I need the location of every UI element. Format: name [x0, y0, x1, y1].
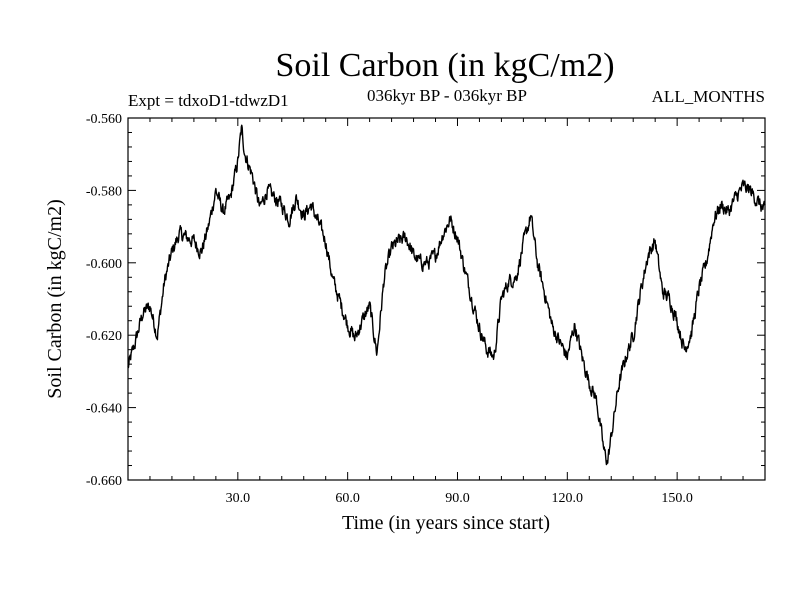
series-line [127, 124, 766, 466]
axis-ticks [128, 118, 765, 480]
x-axis-label: Time (in years since start) [342, 512, 550, 534]
x-tick-label: 30.0 [226, 491, 251, 506]
y-axis-label: Soil Carbon (in kgC/m2) [44, 199, 66, 398]
x-tick-label: 150.0 [661, 491, 693, 506]
period-label: 036kyr BP - 036kyr BP [367, 86, 527, 105]
series-line-group [127, 124, 766, 466]
y-tick-label: -0.580 [86, 184, 122, 199]
tick-labels: 30.0 60.0 90.0 120.0 150.0 -0.660 -0.640 -0.620… [86, 112, 693, 506]
experiment-label: Expt = tdxoD1-tdwzD1 [128, 91, 289, 110]
y-tick-label: -0.620 [86, 329, 122, 344]
x-tick-label: 90.0 [445, 491, 470, 506]
y-tick-label: -0.600 [86, 257, 122, 272]
y-tick-label: -0.640 [86, 402, 122, 417]
months-label: ALL_MONTHS [652, 87, 765, 106]
x-tick-label: 120.0 [552, 491, 584, 506]
plot-frame [127, 117, 766, 481]
chart-title: Soil Carbon (in kgC/m2) [275, 47, 614, 84]
x-tick-label: 60.0 [335, 491, 360, 506]
y-tick-label: -0.660 [86, 474, 122, 489]
y-tick-label: -0.560 [86, 112, 122, 127]
